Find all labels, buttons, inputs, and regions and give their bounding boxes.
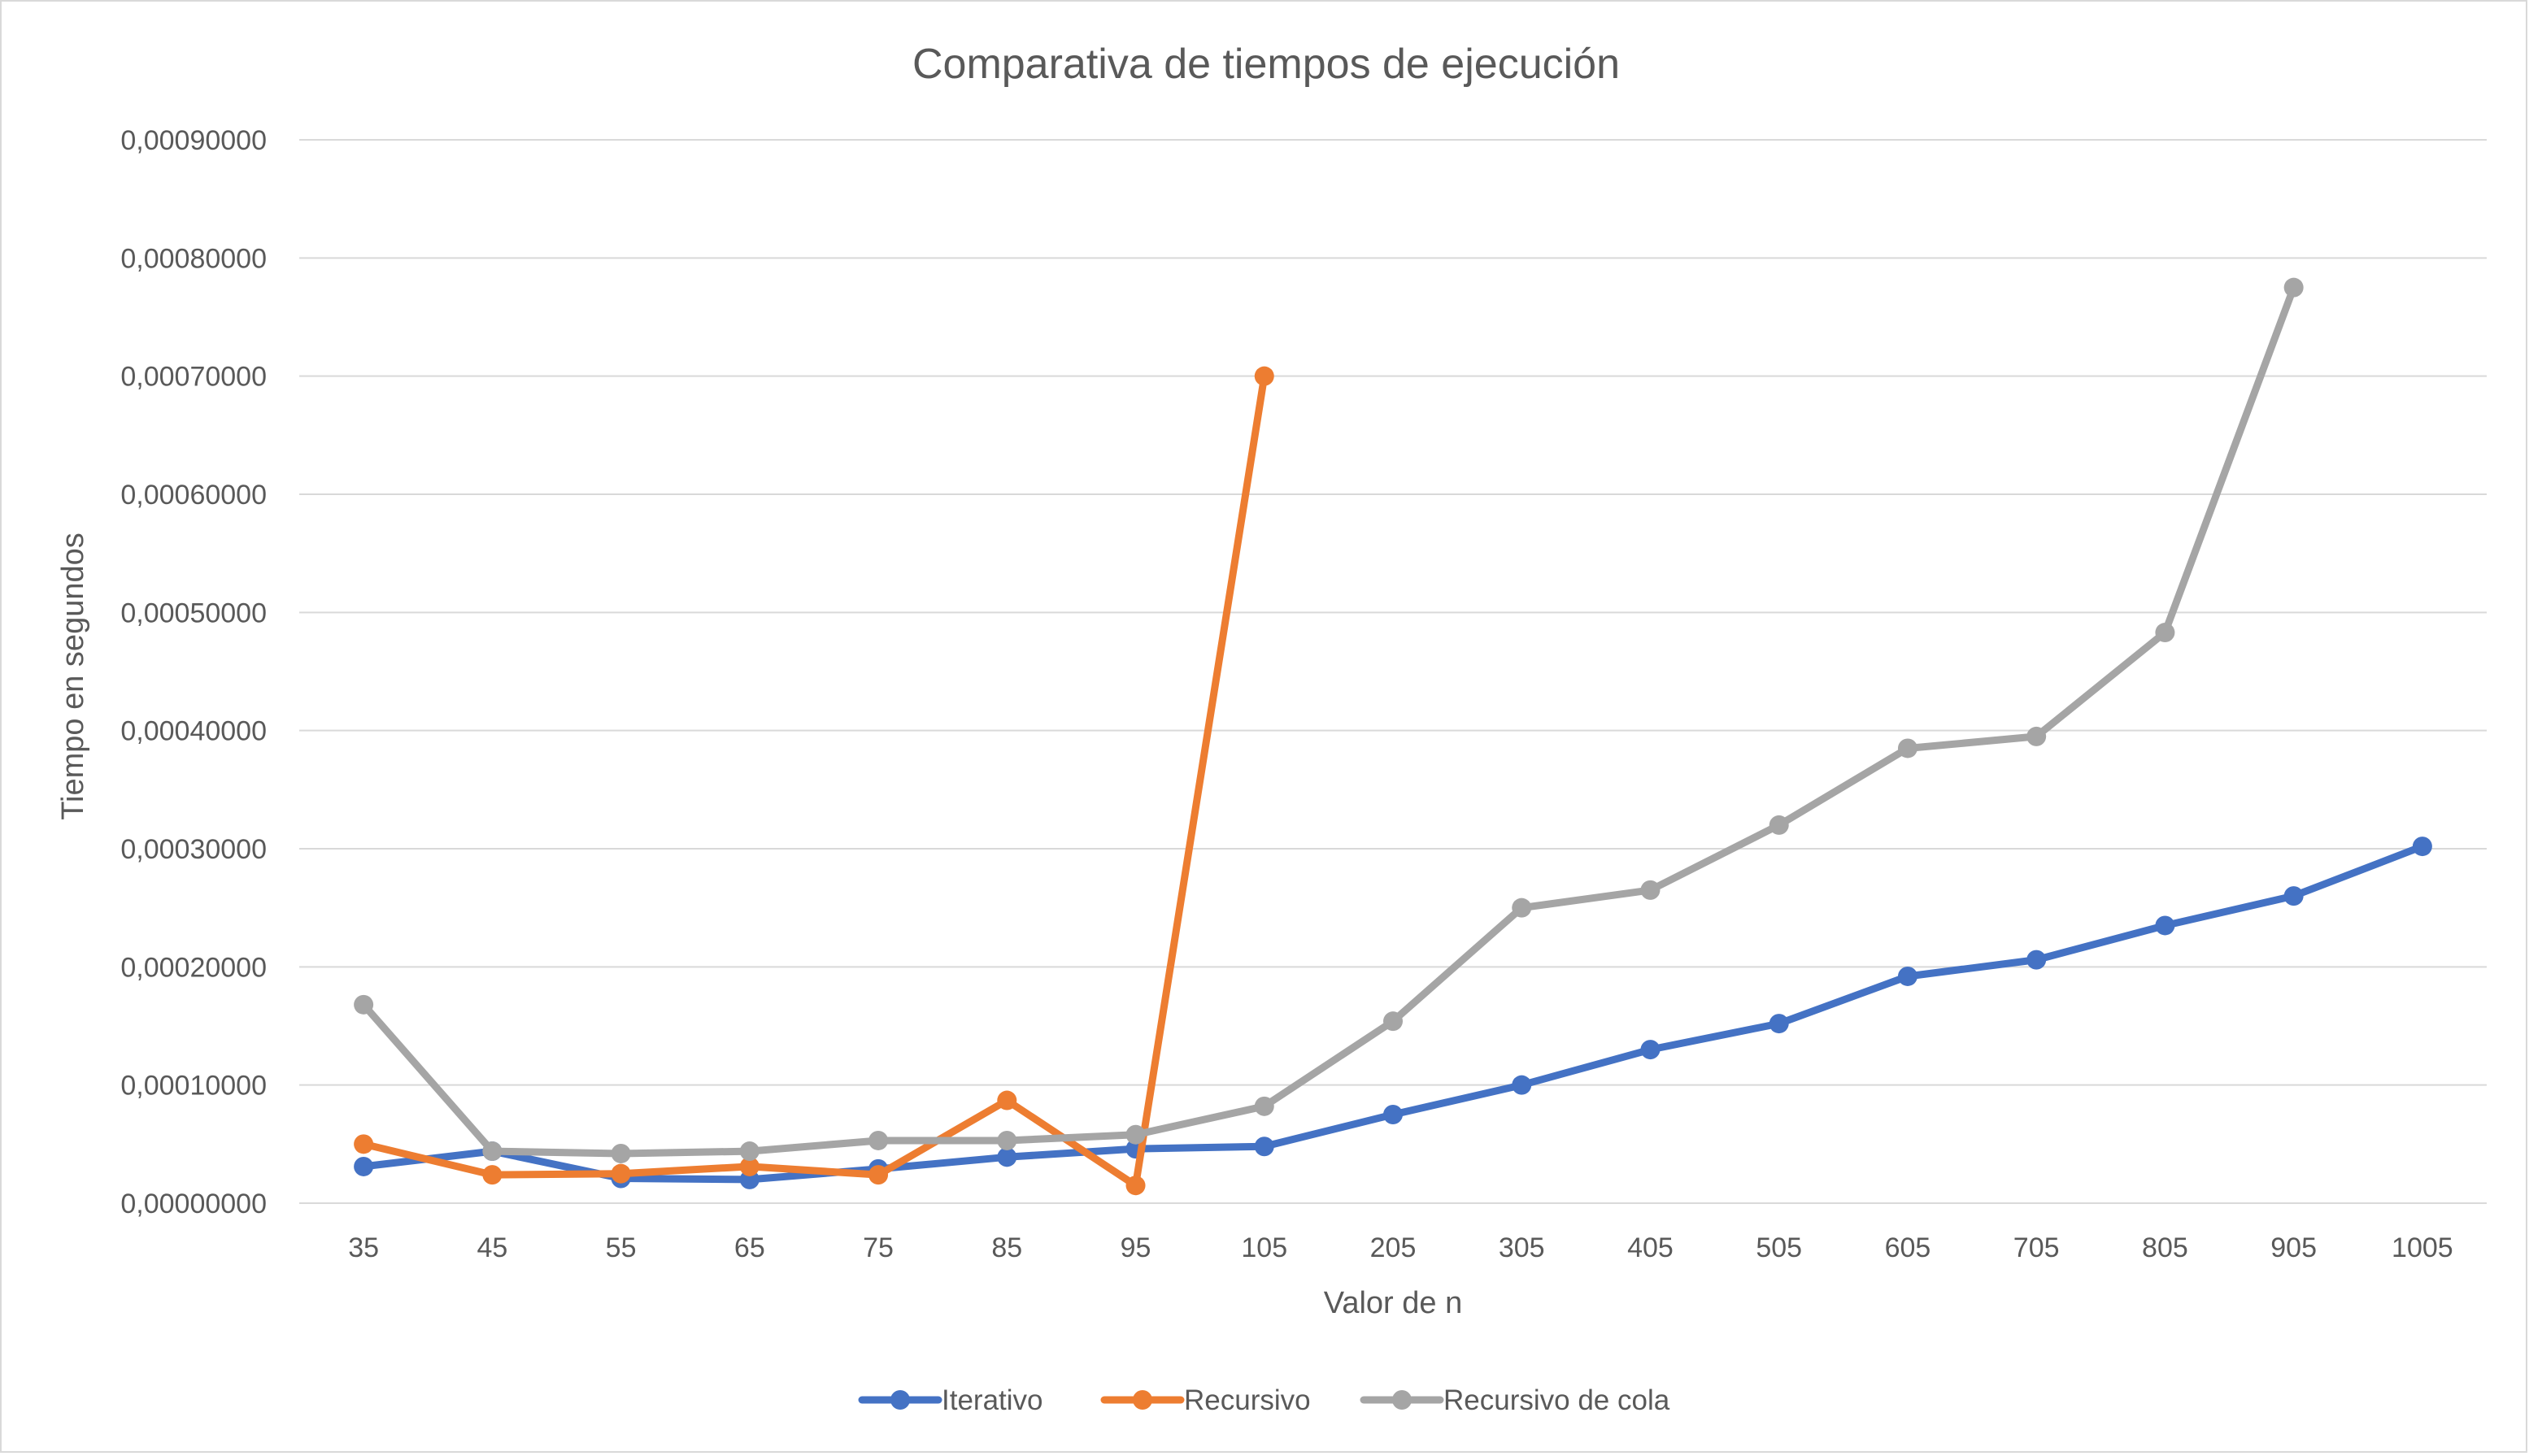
- y-axis-tick-labels: 0,00000000 0,00010000 0,00020000 0,00030000…: [120, 125, 267, 1219]
- data-point: [997, 1090, 1017, 1110]
- y-tick-label: 0,00090000: [120, 125, 267, 156]
- data-point: [1512, 898, 1532, 918]
- data-point: [2155, 623, 2175, 643]
- data-point: [1769, 1014, 1789, 1034]
- x-tick-label: 305: [1499, 1232, 1545, 1263]
- data-point: [2026, 726, 2047, 746]
- data-point: [2412, 837, 2432, 857]
- legend-label: Iterativo: [942, 1384, 1043, 1416]
- series-lines: [354, 277, 2432, 1196]
- series-line: [359, 284, 2298, 1158]
- x-tick-label: 35: [348, 1232, 379, 1263]
- y-tick-label: 0,00030000: [120, 834, 267, 865]
- y-tick-label: 0,00050000: [120, 598, 267, 628]
- data-point: [354, 994, 374, 1015]
- x-tick-label: 45: [477, 1232, 507, 1263]
- data-point: [1897, 738, 1917, 758]
- series-line: [359, 372, 1269, 1189]
- x-tick-label: 75: [863, 1232, 894, 1263]
- data-point: [611, 1143, 631, 1163]
- data-point: [997, 1130, 1017, 1150]
- x-axis-tick-labels: 35 45 55 65 75 85 95 105 205 305 405 505 605 705 805 90…: [348, 1232, 2453, 1263]
- data-point: [611, 1163, 631, 1184]
- x-tick-label: 405: [1627, 1232, 1674, 1263]
- x-tick-label: 95: [1121, 1232, 1151, 1263]
- data-point: [1383, 1011, 1403, 1032]
- y-axis-title: Tiempo en segundos: [56, 532, 90, 820]
- legend-item: Recursivo: [1100, 1384, 1311, 1416]
- data-point: [739, 1141, 760, 1162]
- y-tick-label: 0,00080000: [120, 243, 267, 274]
- y-tick-label: 0,00070000: [120, 362, 267, 393]
- data-point: [868, 1165, 889, 1185]
- legend-swatch-marker: [1392, 1390, 1412, 1410]
- x-axis-title: Valor de n: [1324, 1286, 1462, 1320]
- data-point: [1125, 1176, 1146, 1196]
- legend-swatch-marker: [1133, 1390, 1152, 1410]
- data-point: [354, 1134, 374, 1154]
- y-tick-label: 0,00060000: [120, 480, 267, 511]
- data-point: [2155, 915, 2175, 936]
- chart-title: Comparativa de tiempos de ejecución: [912, 41, 1620, 88]
- data-point: [1254, 1137, 1274, 1157]
- x-tick-label: 65: [734, 1232, 765, 1263]
- x-tick-label: 105: [1241, 1232, 1287, 1263]
- data-point: [1254, 1096, 1274, 1116]
- x-tick-label: 505: [1756, 1232, 1802, 1263]
- series-3: [354, 277, 2304, 1163]
- data-point: [482, 1141, 503, 1162]
- x-tick-label: 85: [991, 1232, 1022, 1263]
- x-tick-label: 705: [2013, 1232, 2060, 1263]
- data-point: [868, 1130, 889, 1150]
- y-tick-label: 0,00040000: [120, 716, 267, 747]
- y-tick-label: 0,00020000: [120, 952, 267, 983]
- series-2: [354, 366, 1274, 1196]
- data-point: [2026, 950, 2047, 970]
- legend-label: Recursivo de cola: [1443, 1384, 1670, 1416]
- data-point: [482, 1165, 503, 1185]
- x-tick-label: 55: [606, 1232, 637, 1263]
- data-point: [1254, 366, 1274, 386]
- data-point: [1125, 1124, 1146, 1145]
- x-tick-label: 1005: [2392, 1232, 2453, 1263]
- data-point: [1897, 966, 1917, 986]
- legend: Iterativo Recursivo Recursivo de cola: [858, 1384, 1670, 1416]
- legend-item: Recursivo de cola: [1360, 1384, 1670, 1416]
- data-point: [1640, 880, 1661, 900]
- legend-swatch-marker: [890, 1390, 910, 1410]
- gridlines: [299, 139, 2487, 1204]
- data-point: [2283, 886, 2304, 906]
- y-tick-label: 0,00010000: [120, 1071, 267, 1102]
- x-tick-label: 805: [2142, 1232, 2188, 1263]
- x-tick-label: 605: [1885, 1232, 1931, 1263]
- data-point: [739, 1156, 760, 1176]
- data-point: [354, 1156, 374, 1176]
- x-tick-label: 205: [1370, 1232, 1417, 1263]
- data-point: [1383, 1105, 1403, 1124]
- data-point: [2283, 277, 2304, 298]
- y-tick-label: 0,00000000: [120, 1189, 267, 1219]
- legend-label: Recursivo: [1184, 1384, 1311, 1416]
- data-point: [1640, 1040, 1661, 1060]
- data-point: [1512, 1075, 1532, 1095]
- data-point: [1769, 815, 1789, 835]
- x-tick-label: 905: [2270, 1232, 2317, 1263]
- legend-item: Iterativo: [858, 1384, 1043, 1416]
- data-point: [997, 1147, 1017, 1167]
